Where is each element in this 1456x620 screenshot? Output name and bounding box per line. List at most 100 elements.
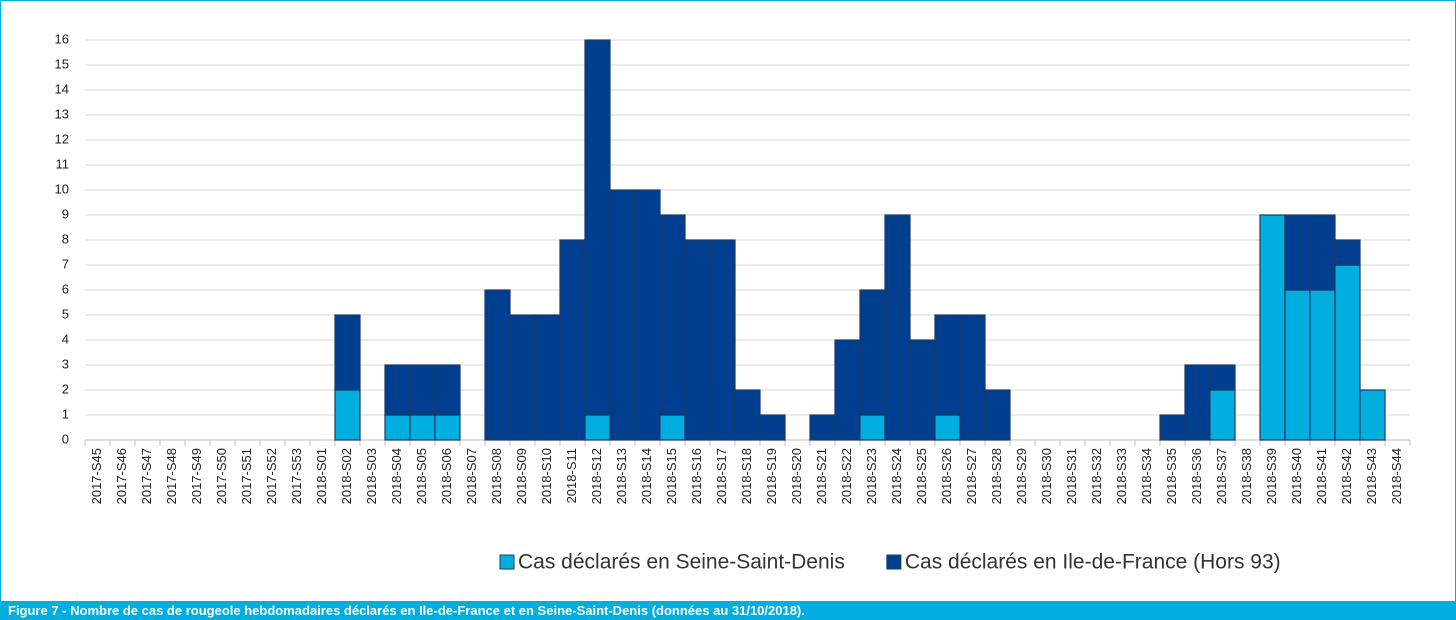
x-tick-label: 2018-S32 [1089, 448, 1104, 504]
y-tick-label: 3 [62, 356, 69, 371]
x-tick-label: 2018-S12 [589, 448, 604, 504]
x-tick-label: 2018-S13 [614, 448, 629, 504]
bar-segment [384, 364, 411, 416]
bar-segment [534, 314, 561, 441]
x-tick-label: 2018-S42 [1339, 448, 1354, 504]
bar-segment [1259, 214, 1286, 441]
bar-segment [684, 239, 711, 441]
bar-segment [1159, 414, 1186, 441]
x-tick-label: 2017-S46 [114, 448, 129, 504]
bar-segment [709, 239, 736, 441]
x-tick-label: 2017-S50 [214, 448, 229, 504]
x-tick-label: 2018-S33 [1114, 448, 1129, 504]
caption: Figure 7 - Nombre de cas de rougeole heb… [0, 601, 1456, 620]
bar-segment [509, 314, 536, 441]
x-tick-label: 2017-S45 [89, 448, 104, 504]
bar-segment [884, 214, 911, 441]
legend-swatch [886, 554, 902, 570]
x-tick-label: 2018-S09 [514, 448, 529, 504]
x-tick-label: 2018-S29 [1014, 448, 1029, 504]
y-tick-label: 15 [55, 56, 69, 71]
y-tick-label: 9 [62, 206, 69, 221]
bar-segment [859, 289, 886, 416]
y-tick-label: 12 [55, 131, 69, 146]
bar-segment [334, 314, 361, 391]
x-tick-label: 2018-S27 [964, 448, 979, 504]
x-tick-label: 2018-S24 [889, 448, 904, 504]
bar-segment [409, 364, 436, 416]
bar-segment [1309, 214, 1336, 291]
x-tick-label: 2018-S01 [314, 448, 329, 504]
bar-segment [584, 39, 611, 416]
x-tick-label: 2018-S22 [839, 448, 854, 504]
y-tick-label: 6 [62, 281, 69, 296]
x-tick-label: 2017-S53 [289, 448, 304, 504]
x-tick-label: 2018-S41 [1314, 448, 1329, 504]
x-tick-label: 2017-S49 [189, 448, 204, 504]
x-tick-label: 2018-S38 [1239, 448, 1254, 504]
bar-segment [409, 414, 436, 441]
x-tick-label: 2018-S05 [414, 448, 429, 504]
bar-segment [1359, 389, 1386, 441]
bar-segment [609, 189, 636, 441]
bar-segment [984, 389, 1011, 441]
bar-segment [1209, 389, 1236, 441]
x-tick-label: 2018-S02 [339, 448, 354, 504]
x-tick-label: 2018-S16 [689, 448, 704, 504]
x-tick-label: 2017-S47 [139, 448, 154, 504]
x-tick-label: 2018-S30 [1039, 448, 1054, 504]
x-tick-label: 2017-S51 [239, 448, 254, 504]
legend-swatch [499, 554, 515, 570]
x-tick-label: 2018-S43 [1364, 448, 1379, 504]
bar-segment [1284, 289, 1311, 441]
y-tick-label: 5 [62, 306, 69, 321]
y-tick-label: 7 [62, 256, 69, 271]
y-tick-label: 16 [55, 31, 69, 46]
bar-segment [1184, 364, 1211, 441]
y-tick-label: 10 [55, 181, 69, 196]
bar-segment [959, 314, 986, 441]
bar-segment [1309, 289, 1336, 441]
x-tick-label: 2018-S35 [1164, 448, 1179, 504]
y-tick-label: 8 [62, 231, 69, 246]
x-tick-label: 2018-S15 [664, 448, 679, 504]
x-tick-label: 2018-S36 [1189, 448, 1204, 504]
y-tick-label: 1 [62, 406, 69, 421]
y-tick-label: 11 [56, 156, 70, 171]
x-tick-label: 2018-S28 [989, 448, 1004, 504]
x-tick-label: 2018-S14 [639, 448, 654, 504]
bar-segment [834, 339, 861, 441]
bar-segment [1334, 264, 1361, 441]
bar-segment [759, 414, 786, 441]
legend-label: Cas déclarés en Ile-de-France (Hors 93) [905, 551, 1281, 574]
x-tick-label: 2018-S39 [1264, 448, 1279, 504]
x-tick-label: 2018-S40 [1289, 448, 1304, 504]
x-tick-label: 2018-S44 [1389, 448, 1404, 504]
bar-segment [434, 364, 461, 416]
bar-segment [584, 414, 611, 441]
x-tick-label: 2018-S17 [714, 448, 729, 504]
bar-segment [934, 314, 961, 416]
bar-segment [484, 289, 511, 441]
bar-segment [634, 189, 661, 441]
x-tick-label: 2018-S19 [764, 448, 779, 504]
bar-segment [559, 239, 586, 441]
y-tick-label: 14 [55, 81, 69, 96]
x-tick-label: 2017-S52 [264, 448, 279, 504]
bar-segment [809, 414, 836, 441]
x-tick-label: 2018-S26 [939, 448, 954, 504]
y-tick-label: 2 [62, 381, 69, 396]
bar-segment [1284, 214, 1311, 291]
x-tick-label: 2018-S04 [389, 448, 404, 504]
x-tick-label: 2018-S37 [1214, 448, 1229, 504]
x-tick-label: 2018-S18 [739, 448, 754, 504]
bar-segment [909, 339, 936, 441]
x-tick-label: 2017-S48 [164, 448, 179, 504]
x-tick-label: 2018-S03 [364, 448, 379, 504]
x-tick-label: 2018-S20 [789, 448, 804, 504]
y-tick-label: 0 [62, 431, 69, 446]
bar-segment [859, 414, 886, 441]
bar-segment [334, 389, 361, 441]
